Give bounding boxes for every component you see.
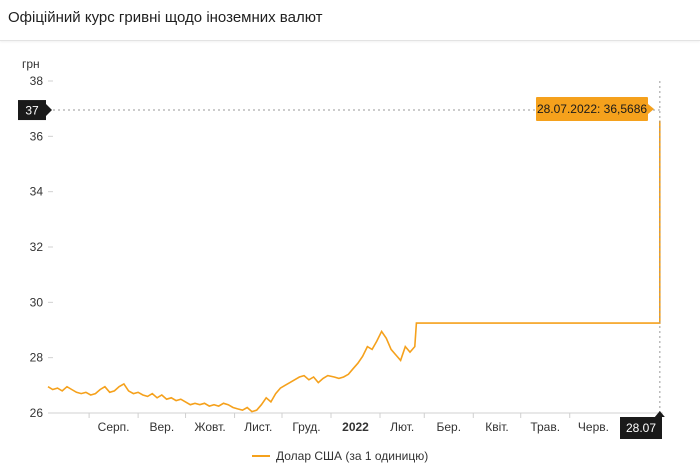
crosshair: 37 28.07 28.07.2022: 36,5686 — [18, 81, 665, 439]
legend[interactable]: Долар США (за 1 одиницю) — [252, 449, 428, 463]
x-tick-label: 2022 — [342, 420, 369, 434]
y-tick-label: 34 — [30, 185, 44, 199]
tooltip-arrow — [648, 104, 654, 115]
x-tick-label: Лют. — [390, 420, 414, 434]
y-tick-label: 30 — [30, 295, 44, 309]
y-tick-label: 28 — [30, 351, 44, 365]
x-tick-label: Жовт. — [194, 420, 225, 434]
tooltip-box — [536, 97, 648, 122]
x-tick-label: Черв. — [578, 420, 609, 434]
y-tick-label: 32 — [30, 240, 44, 254]
y-tick-label: 36 — [30, 129, 44, 143]
y-tick-label: 26 — [30, 406, 44, 420]
crosshair-y-marker-arrow — [46, 104, 52, 117]
x-tick-label: Лист. — [244, 420, 272, 434]
x-tick-label: Квіт. — [485, 420, 509, 434]
page-header: Офіційний курс гривні щодо іноземних вал… — [0, 0, 700, 41]
series-line[interactable] — [47, 120, 661, 413]
crosshair-y-marker — [18, 100, 46, 121]
x-tick-label: Трав. — [530, 420, 560, 434]
y-tick-label: 38 — [30, 74, 44, 88]
legend-label[interactable]: Долар США (за 1 одиницю) — [276, 449, 428, 463]
crosshair-x-value: 28.07 — [626, 421, 656, 435]
x-tick-label: Бер. — [436, 420, 461, 434]
x-tick-label: Серп. — [98, 420, 130, 434]
page-title: Офіційний курс гривні щодо іноземних вал… — [8, 9, 323, 26]
y-axis-label: грн — [22, 57, 40, 71]
crosshair-x-marker-arrow — [654, 411, 665, 417]
x-tick-label: Вер. — [149, 420, 174, 434]
x-tick-label: Груд. — [292, 420, 320, 434]
crosshair-x-marker — [620, 417, 662, 439]
y-axis: грн 26 28 30 32 34 36 38 — [22, 57, 43, 420]
crosshair-y-value: 37 — [25, 104, 39, 118]
tooltip-text: 28.07.2022: 36,5686 — [537, 102, 647, 116]
x-axis: Серп. Вер. Жовт. Лист. Груд. 2022 Лют. Бер. Квіт… — [48, 412, 663, 434]
chart-grid — [48, 80, 53, 414]
